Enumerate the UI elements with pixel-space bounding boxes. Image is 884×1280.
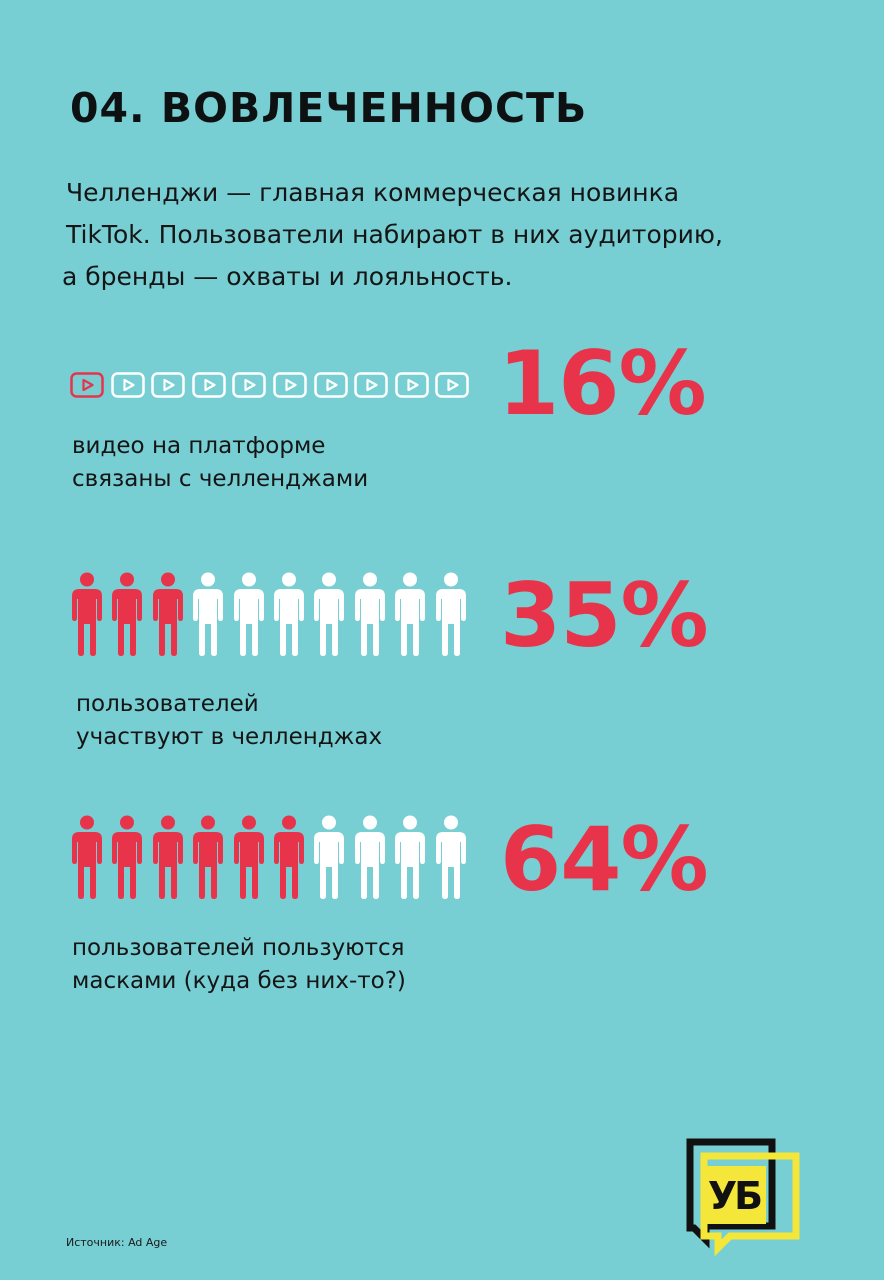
percent-masks: 64% — [500, 808, 709, 911]
play-button-icon — [192, 372, 226, 398]
person-icon — [314, 572, 345, 656]
caption-masks-line-2: масками (куда без них-то?) — [72, 968, 406, 994]
percent-videos: 16% — [498, 332, 707, 435]
logo-text: УБ — [707, 1174, 763, 1218]
person-icon-row-participation — [70, 572, 474, 656]
person-icon — [435, 572, 466, 656]
intro-line-2: TikTok. Пользователи набирают в них ауди… — [66, 220, 723, 249]
person-icon — [72, 572, 102, 656]
intro-line-3: а бренды — охваты и лояльность. — [62, 262, 513, 291]
page-title: 04. ВОВЛЕЧЕННОСТЬ — [70, 84, 588, 132]
percent-participation: 35% — [500, 564, 709, 667]
speech-bubble-logo-icon: УБ — [684, 1136, 804, 1256]
person-icon — [72, 815, 102, 899]
play-button-icon — [151, 372, 185, 398]
person-icon-row-masks — [70, 815, 474, 899]
person-icon — [395, 572, 426, 656]
play-icon-row — [70, 372, 476, 398]
person-icon — [233, 572, 264, 656]
caption-participation-line-2: участвуют в челленджах — [76, 724, 383, 750]
play-button-icon — [70, 372, 104, 398]
person-icon — [354, 815, 385, 899]
play-button-icon — [435, 372, 470, 398]
play-button-icon — [395, 372, 429, 398]
person-icon — [273, 572, 304, 656]
caption-videos-line-1: видео на платформе — [72, 433, 326, 459]
caption-masks-line-1: пользователей пользуются — [72, 935, 405, 961]
caption-videos-line-2: связаны с челленджами — [72, 466, 369, 492]
person-icon — [435, 815, 466, 899]
source-note: Источник: Ad Age — [66, 1236, 168, 1249]
intro-line-1: Челленджи — главная коммерческая новинка — [66, 178, 680, 207]
person-icon — [193, 572, 224, 656]
play-button-icon — [273, 372, 307, 398]
person-icon — [354, 572, 385, 656]
person-icon — [233, 815, 264, 899]
play-button-icon — [110, 372, 145, 398]
person-icon — [395, 815, 426, 899]
person-icon — [112, 572, 143, 656]
caption-participation-line-1: пользователей — [76, 691, 259, 717]
play-button-icon — [354, 372, 388, 398]
person-icon — [314, 815, 345, 899]
person-icon — [152, 815, 183, 899]
play-button-icon — [313, 372, 348, 398]
play-button-icon — [232, 372, 267, 398]
person-icon — [152, 572, 183, 656]
person-icon — [273, 815, 304, 899]
person-icon — [112, 815, 143, 899]
person-icon — [193, 815, 224, 899]
